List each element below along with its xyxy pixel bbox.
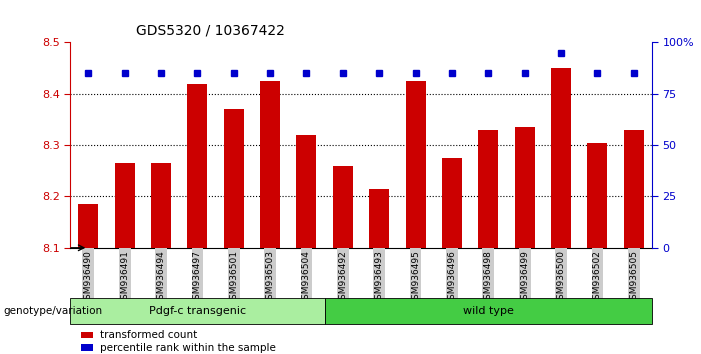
Text: GSM936502: GSM936502 — [593, 250, 602, 305]
Text: genotype/variation: genotype/variation — [4, 306, 102, 316]
Bar — [297, 135, 316, 248]
Text: GSM936500: GSM936500 — [557, 250, 566, 305]
Text: GSM936491: GSM936491 — [120, 250, 129, 305]
Text: GSM936499: GSM936499 — [520, 250, 529, 305]
Bar — [515, 127, 535, 248]
Bar — [406, 81, 426, 248]
Bar — [478, 130, 498, 248]
Text: GSM936503: GSM936503 — [266, 250, 275, 305]
Bar — [115, 163, 135, 248]
Bar — [442, 158, 462, 248]
Text: GSM936492: GSM936492 — [339, 250, 347, 304]
Bar — [260, 81, 280, 248]
Text: GSM936496: GSM936496 — [447, 250, 456, 305]
Text: GDS5320 / 10367422: GDS5320 / 10367422 — [136, 23, 285, 37]
Text: GSM936501: GSM936501 — [229, 250, 238, 305]
Text: GSM936495: GSM936495 — [411, 250, 420, 305]
Bar — [624, 130, 644, 248]
Bar — [79, 204, 98, 248]
Bar — [369, 189, 389, 248]
Text: GSM936498: GSM936498 — [484, 250, 493, 305]
Text: GSM936504: GSM936504 — [302, 250, 311, 305]
Text: GSM936505: GSM936505 — [629, 250, 638, 305]
Bar — [224, 109, 244, 248]
Text: transformed count: transformed count — [100, 330, 198, 340]
Text: GSM936493: GSM936493 — [375, 250, 383, 305]
Bar — [187, 84, 207, 248]
Bar — [333, 166, 353, 248]
Text: percentile rank within the sample: percentile rank within the sample — [100, 343, 276, 353]
Text: Pdgf-c transgenic: Pdgf-c transgenic — [149, 306, 246, 316]
Bar — [151, 163, 171, 248]
Bar — [587, 143, 607, 248]
Bar — [551, 68, 571, 248]
Text: GSM936497: GSM936497 — [193, 250, 202, 305]
Text: GSM936494: GSM936494 — [156, 250, 165, 304]
Text: GSM936490: GSM936490 — [84, 250, 93, 305]
Text: wild type: wild type — [463, 306, 514, 316]
